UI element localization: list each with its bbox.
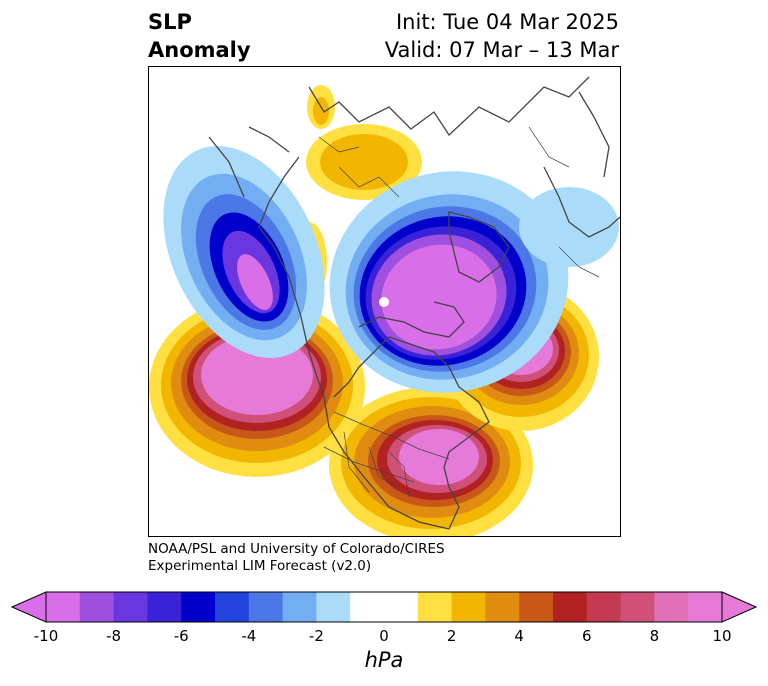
credit-text: NOAA/PSL and University of Colorado/CIRE… bbox=[148, 541, 445, 575]
colorbar-tick-label: 0 bbox=[379, 627, 389, 645]
colorbar-segment bbox=[316, 592, 351, 622]
colorbar-tick-label: 8 bbox=[649, 627, 660, 645]
map-title: SLP Anomaly bbox=[148, 8, 251, 64]
colorbar-segment bbox=[688, 592, 723, 622]
colorbar-extend-max bbox=[721, 591, 758, 623]
colorbar-segment bbox=[451, 592, 486, 622]
colorbar-border bbox=[45, 591, 723, 623]
pacific-high-anomaly bbox=[149, 297, 365, 477]
colorbar-segment bbox=[215, 592, 250, 622]
map-canvas bbox=[149, 76, 620, 536]
title-field: Anomaly bbox=[148, 38, 251, 62]
colorbar-tick-label: -4 bbox=[241, 627, 257, 645]
colorbar-segment bbox=[519, 592, 554, 622]
colorbar-segment bbox=[181, 592, 216, 622]
colorbar-segment bbox=[79, 592, 115, 622]
colorbar-segment bbox=[586, 592, 622, 622]
credit-line-2: Experimental LIM Forecast (v2.0) bbox=[148, 558, 372, 574]
colorbar-tick-label: -10 bbox=[33, 627, 59, 645]
colorbar-segment bbox=[248, 592, 284, 622]
colorbar-segment bbox=[485, 592, 520, 622]
colorbar-tick-label: 10 bbox=[712, 627, 732, 645]
colorbar-tick-label: -8 bbox=[106, 627, 122, 645]
valid-range: Valid: 07 Mar – 13 Mar bbox=[384, 38, 619, 62]
scandinavia-low-anomaly bbox=[519, 187, 619, 267]
colorbar-segment bbox=[553, 592, 588, 622]
colorbar-ticks: -10 -8 -6 -4 -2 0 2 4 6 8 10 bbox=[0, 627, 768, 647]
colorbar-unit: hPa bbox=[364, 648, 404, 672]
political-borders bbox=[318, 126, 600, 498]
colorbar-tick-label: 6 bbox=[582, 627, 592, 645]
colorbar-tick-label: -2 bbox=[308, 627, 324, 645]
colorbar-segment bbox=[350, 592, 385, 622]
credit-line-1: NOAA/PSL and University of Colorado/CIRE… bbox=[148, 541, 445, 557]
colorbar-segment bbox=[417, 592, 453, 622]
title-variable: SLP bbox=[148, 10, 192, 34]
colorbar-segment bbox=[147, 592, 182, 622]
colorbar-tick-label: -6 bbox=[173, 627, 189, 645]
init-date: Init: Tue 04 Mar 2025 bbox=[395, 10, 619, 34]
coastlines bbox=[208, 76, 620, 530]
colorbar-segment bbox=[654, 592, 689, 622]
colorbar-tick-label: 4 bbox=[514, 627, 524, 645]
slp-anomaly-map bbox=[148, 66, 621, 537]
forecast-dates: Init: Tue 04 Mar 2025 Valid: 07 Mar – 13… bbox=[385, 8, 619, 64]
colorbar-extend-min bbox=[10, 591, 47, 623]
colorbar-tick-label: 2 bbox=[446, 627, 457, 645]
colorbar-segment bbox=[46, 592, 81, 622]
colorbar-segment bbox=[282, 592, 317, 622]
bering-low-anomaly bbox=[163, 146, 325, 358]
colorbar bbox=[10, 591, 758, 623]
colorbar-segment bbox=[113, 592, 148, 622]
colorbar-segment bbox=[620, 592, 655, 622]
colorbar-segment bbox=[384, 592, 419, 622]
